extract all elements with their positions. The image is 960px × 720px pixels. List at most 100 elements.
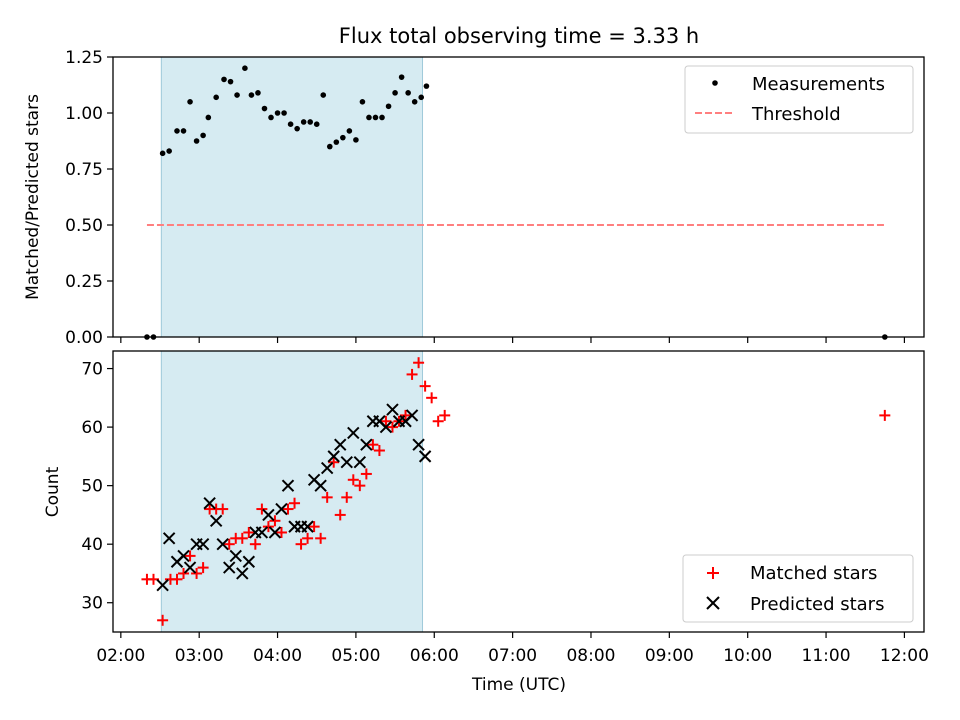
predicted-star-point: [177, 549, 190, 563]
measurement-point: [255, 90, 261, 96]
matched-star-point: [334, 509, 346, 521]
bottom-y-tick-label: 50: [81, 477, 103, 497]
predicted-stars-legend-label: Predicted stars: [750, 594, 884, 615]
matched-star-point: [236, 532, 248, 544]
matched-star-point: [282, 503, 294, 515]
matched-star-point: [321, 491, 333, 503]
matched-star-point: [426, 392, 438, 404]
predicted-stars-legend-marker: [706, 596, 720, 610]
matched-star-point: [197, 562, 209, 574]
measurement-point: [294, 125, 300, 132]
predicted-star-point: [162, 532, 176, 545]
measurement-point: [248, 92, 255, 98]
predicted-star-point: [236, 567, 249, 580]
measurement-point: [227, 78, 234, 85]
measurement-point: [187, 99, 193, 105]
measurement-point: [268, 114, 274, 121]
predicted-star-point: [418, 450, 432, 463]
measurement-point: [372, 114, 379, 121]
bottom-y-tick-label: 30: [81, 594, 103, 614]
bottom-x-tick-label: 11:00: [802, 646, 851, 666]
predicted-star-point: [196, 537, 210, 551]
bottom-x-tick-label: 12:00: [880, 646, 929, 666]
bottom-plot: 30 40 50 60 70 02:00 03:00 04:00 05:00 06:00 07:0…: [43, 350, 929, 695]
predicted-star-point: [379, 420, 393, 434]
predicted-star-point: [203, 497, 216, 510]
top-y-tick-label: 1.25: [65, 48, 103, 68]
matched-star-point: [184, 550, 196, 562]
bottom-x-tick-label: 03:00: [175, 646, 224, 666]
bottom-x-tick-label: 05:00: [331, 646, 380, 666]
measurements-legend-marker: [712, 80, 718, 86]
predicted-star-point: [301, 520, 314, 533]
bottom-x-tick-label: 10:00: [723, 646, 772, 666]
measurement-point: [221, 76, 227, 83]
chart-title: Flux total observing time = 3.33 h: [339, 24, 699, 48]
matched-star-point: [400, 409, 412, 421]
measurement-point: [261, 105, 268, 112]
matched-star-point: [367, 439, 379, 451]
predicted-star-point: [327, 450, 340, 463]
matched-star-point: [249, 538, 261, 550]
measurement-point: [205, 114, 212, 121]
measurement-point: [320, 92, 327, 98]
matched-star-point: [178, 567, 190, 579]
measurement-point: [307, 119, 313, 125]
matched-star-point: [315, 532, 327, 544]
bottom-legend: Matched stars Predicted stars: [682, 554, 914, 623]
predicted-star-point: [229, 549, 242, 563]
matched-star-point: [373, 445, 385, 457]
matched-star-point: [406, 368, 418, 380]
predicted-star-point: [216, 537, 229, 551]
measurement-point: [392, 90, 398, 96]
matched-star-point: [171, 573, 183, 585]
predicted-star-point: [242, 555, 256, 568]
matched-star-point: [432, 415, 444, 427]
measurement-point: [159, 150, 166, 157]
measurement-point: [379, 114, 385, 121]
measurement-point: [174, 128, 180, 134]
top-observing-window: [160, 56, 424, 338]
matched-star-point: [360, 468, 372, 480]
measurement-point: [213, 94, 219, 101]
predicted-star-point: [275, 502, 288, 516]
measurement-point: [300, 119, 307, 125]
matched-star-point: [347, 474, 359, 486]
predicted-star-point: [334, 438, 347, 451]
predicted-star-point: [405, 409, 419, 422]
predicted-star-point: [268, 526, 282, 539]
bottom-y-axis-label: Count: [43, 466, 63, 517]
measurements-legend-label: Measurements: [752, 74, 885, 95]
top-y-tick-label: 1.00: [65, 104, 103, 124]
matched-star-point: [157, 614, 169, 626]
bottom-y-tick-label: 40: [81, 535, 103, 555]
bottom-legend-box: [682, 554, 914, 623]
bottom-x-tick-label: 07:00: [488, 646, 537, 666]
measurement-point: [423, 83, 430, 89]
measurement-point: [411, 99, 418, 105]
matched-star-point: [289, 497, 301, 509]
measurement-point: [326, 143, 333, 150]
bottom-x-tick-label: 08:00: [566, 646, 615, 666]
predicted-star-point: [320, 461, 334, 475]
measurement-point: [180, 128, 187, 134]
bottom-x-tick-label: 09:00: [645, 646, 694, 666]
measurement-point: [359, 99, 366, 105]
matched-star-point: [269, 515, 281, 527]
top-y-tick-label: 0.00: [65, 328, 103, 348]
measurement-point: [398, 74, 405, 80]
predicted-star-point: [347, 426, 360, 440]
measurement-point: [346, 128, 353, 134]
matched-star-point: [308, 521, 320, 533]
measurement-point: [287, 121, 294, 127]
measurement-point: [385, 103, 392, 110]
matched-star-point: [243, 526, 255, 538]
top-y-axis-label: Matched/Predicted stars: [23, 94, 43, 300]
matched-star-point: [341, 491, 353, 503]
bottom-y-tick-label: 70: [81, 360, 103, 380]
top-plot-frame: [112, 56, 925, 338]
matched-star-point: [147, 573, 159, 585]
bottom-x-tick-label: 02:00: [96, 646, 145, 666]
matched-star-point: [217, 503, 229, 515]
